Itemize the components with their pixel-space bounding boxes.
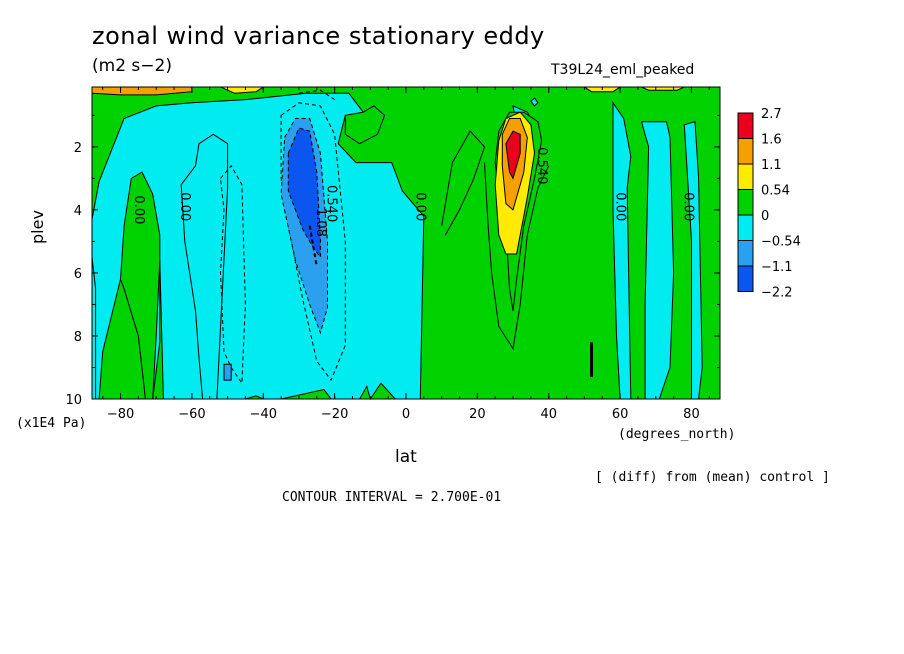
y-tick-label: 10: [65, 393, 82, 408]
chart-units: (m2 s−2): [92, 56, 172, 76]
negative-dot-north: [530, 97, 539, 107]
negative-core-deep: [287, 127, 321, 259]
contour-thin-north: [441, 130, 486, 236]
negative-band-70: [640, 121, 675, 400]
y-tick-label: 2: [74, 141, 82, 156]
x-axis-label: lat: [395, 447, 417, 467]
contour-label-6: 0.00: [613, 192, 628, 221]
y-tick-label: 4: [74, 204, 82, 219]
colorbar-label-3: 0.54: [761, 184, 790, 199]
x-tick-label: 80: [683, 407, 700, 422]
x-tick-label: 40: [540, 407, 557, 422]
x-tick-label: −60: [178, 407, 205, 422]
x-tick-label: −20: [321, 407, 348, 422]
positive-patch-south-a: [119, 171, 161, 400]
contour-interval: CONTOUR INTERVAL = 2.700E-01: [282, 490, 502, 505]
colorbar-box-3: [737, 189, 754, 216]
contour-label-0: 0.00: [131, 195, 146, 224]
x-tick-label: 60: [612, 407, 629, 422]
run-id: T39L24_eml_peaked: [551, 62, 695, 78]
contour-label-1: 0.00: [177, 192, 192, 221]
x-tick-label: −40: [250, 407, 277, 422]
colorbar-box-2: [737, 163, 754, 190]
contour-dashed-top: [298, 89, 335, 101]
y-axis-units: (x1E4 Pa): [16, 416, 87, 431]
colorbar-label-2: 1.1: [761, 158, 782, 173]
contour-label-2: 0.540: [324, 185, 339, 222]
colorbar-label-5: −0.54: [761, 235, 801, 250]
negative-patch-small: [223, 363, 232, 381]
colorbar-label-0: 2.7: [761, 107, 782, 122]
colorbar-label-4: 0: [761, 209, 769, 224]
contour-label-4: 0.00: [413, 192, 428, 221]
colorbar-box-0: [737, 112, 754, 139]
negative-band-80: [683, 121, 703, 400]
colorbar-label-6: −1.1: [761, 260, 793, 275]
colorbar-box-6: [737, 265, 754, 292]
colorbar-box-5: [737, 240, 754, 267]
colorbar-box-1: [737, 138, 754, 165]
x-tick-label: −80: [107, 407, 134, 422]
contour-thin-north-b: [484, 162, 550, 350]
colorbar-box-4: [737, 214, 754, 241]
positive-lobe-red: [505, 130, 521, 180]
colorbar-label-1: 1.6: [761, 133, 782, 148]
colorbar-label-7: −2.2: [761, 286, 793, 301]
positive-patch-south-b: [344, 105, 386, 145]
contour-label-7: 0.00: [680, 192, 695, 221]
contour-dashed-sw: [219, 164, 246, 385]
contour-label-5: 0.540: [534, 147, 549, 184]
chart-title: zonal wind variance stationary eddy: [92, 22, 545, 50]
y-tick-label: 8: [74, 330, 82, 345]
x-tick-label: 0: [402, 407, 410, 422]
diff-note: [ (diff) from (mean) control ]: [595, 470, 830, 485]
contour-label-3: 1.08: [313, 208, 328, 237]
x-tick-label: 20: [469, 407, 486, 422]
x-axis-units: (degrees_north): [618, 427, 736, 442]
y-tick-label: 6: [74, 267, 82, 282]
